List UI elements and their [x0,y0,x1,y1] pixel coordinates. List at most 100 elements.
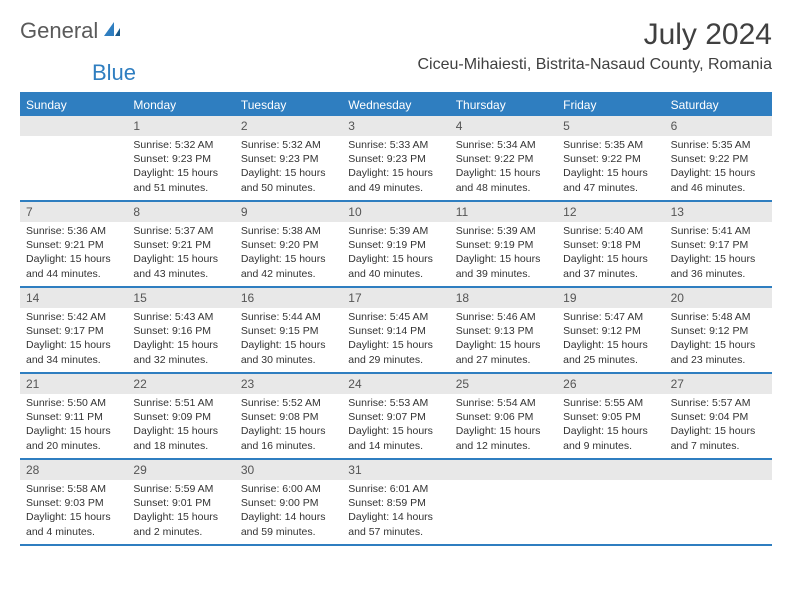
day-cell: 24Sunrise: 5:53 AMSunset: 9:07 PMDayligh… [342,374,449,458]
calendar: SundayMondayTuesdayWednesdayThursdayFrid… [20,92,772,546]
day-body: Sunrise: 5:35 AMSunset: 9:22 PMDaylight:… [557,136,664,199]
day-number: 16 [235,288,342,308]
day-body: Sunrise: 5:53 AMSunset: 9:07 PMDaylight:… [342,394,449,457]
logo-text-blue: Blue [92,60,136,85]
sunrise-line: Sunrise: 5:39 AM [456,224,551,238]
daylight-line: Daylight: 15 hours and 18 minutes. [133,424,228,452]
week-row: 1Sunrise: 5:32 AMSunset: 9:23 PMDaylight… [20,116,772,202]
daylight-line: Daylight: 15 hours and 39 minutes. [456,252,551,280]
day-number: 5 [557,116,664,136]
sunset-line: Sunset: 9:09 PM [133,410,228,424]
day-number: 22 [127,374,234,394]
day-number: 26 [557,374,664,394]
daylight-line: Daylight: 15 hours and 32 minutes. [133,338,228,366]
day-cell: 13Sunrise: 5:41 AMSunset: 9:17 PMDayligh… [665,202,772,286]
daylight-line: Daylight: 15 hours and 4 minutes. [26,510,121,538]
day-number: 10 [342,202,449,222]
sunrise-line: Sunrise: 5:51 AM [133,396,228,410]
day-cell [665,460,772,544]
day-number: 12 [557,202,664,222]
day-number [450,460,557,480]
day-body: Sunrise: 5:48 AMSunset: 9:12 PMDaylight:… [665,308,772,371]
day-number: 14 [20,288,127,308]
day-cell: 7Sunrise: 5:36 AMSunset: 9:21 PMDaylight… [20,202,127,286]
sunrise-line: Sunrise: 5:52 AM [241,396,336,410]
dow-cell: Sunday [20,94,127,116]
day-cell: 10Sunrise: 5:39 AMSunset: 9:19 PMDayligh… [342,202,449,286]
sunset-line: Sunset: 9:19 PM [456,238,551,252]
sunrise-line: Sunrise: 5:37 AM [133,224,228,238]
day-body: Sunrise: 5:37 AMSunset: 9:21 PMDaylight:… [127,222,234,285]
day-body: Sunrise: 5:42 AMSunset: 9:17 PMDaylight:… [20,308,127,371]
sunset-line: Sunset: 9:22 PM [456,152,551,166]
sunrise-line: Sunrise: 5:38 AM [241,224,336,238]
sunset-line: Sunset: 9:04 PM [671,410,766,424]
sunrise-line: Sunrise: 5:58 AM [26,482,121,496]
day-cell: 9Sunrise: 5:38 AMSunset: 9:20 PMDaylight… [235,202,342,286]
daylight-line: Daylight: 15 hours and 36 minutes. [671,252,766,280]
day-body: Sunrise: 6:01 AMSunset: 8:59 PMDaylight:… [342,480,449,543]
sunset-line: Sunset: 9:16 PM [133,324,228,338]
day-number: 6 [665,116,772,136]
day-body: Sunrise: 5:57 AMSunset: 9:04 PMDaylight:… [665,394,772,457]
sunset-line: Sunset: 9:00 PM [241,496,336,510]
day-body [557,480,664,486]
sunset-line: Sunset: 9:14 PM [348,324,443,338]
sunrise-line: Sunrise: 5:34 AM [456,138,551,152]
month-title: July 2024 [417,18,772,52]
daylight-line: Daylight: 15 hours and 40 minutes. [348,252,443,280]
day-cell: 18Sunrise: 5:46 AMSunset: 9:13 PMDayligh… [450,288,557,372]
sunset-line: Sunset: 8:59 PM [348,496,443,510]
day-body: Sunrise: 5:38 AMSunset: 9:20 PMDaylight:… [235,222,342,285]
day-number: 20 [665,288,772,308]
sunset-line: Sunset: 9:20 PM [241,238,336,252]
day-cell: 1Sunrise: 5:32 AMSunset: 9:23 PMDaylight… [127,116,234,200]
sunrise-line: Sunrise: 5:57 AM [671,396,766,410]
day-cell: 4Sunrise: 5:34 AMSunset: 9:22 PMDaylight… [450,116,557,200]
sunrise-line: Sunrise: 5:44 AM [241,310,336,324]
day-cell: 2Sunrise: 5:32 AMSunset: 9:23 PMDaylight… [235,116,342,200]
sunrise-line: Sunrise: 5:48 AM [671,310,766,324]
day-cell: 30Sunrise: 6:00 AMSunset: 9:00 PMDayligh… [235,460,342,544]
sunrise-line: Sunrise: 6:01 AM [348,482,443,496]
sunset-line: Sunset: 9:11 PM [26,410,121,424]
day-number: 2 [235,116,342,136]
sunset-line: Sunset: 9:03 PM [26,496,121,510]
day-number: 8 [127,202,234,222]
sunrise-line: Sunrise: 5:32 AM [133,138,228,152]
dow-cell: Thursday [450,94,557,116]
day-number: 7 [20,202,127,222]
day-body: Sunrise: 5:39 AMSunset: 9:19 PMDaylight:… [342,222,449,285]
day-body: Sunrise: 5:32 AMSunset: 9:23 PMDaylight:… [235,136,342,199]
sunrise-line: Sunrise: 5:53 AM [348,396,443,410]
dow-cell: Tuesday [235,94,342,116]
day-body: Sunrise: 6:00 AMSunset: 9:00 PMDaylight:… [235,480,342,543]
day-number: 11 [450,202,557,222]
week-row: 28Sunrise: 5:58 AMSunset: 9:03 PMDayligh… [20,460,772,546]
daylight-line: Daylight: 15 hours and 30 minutes. [241,338,336,366]
day-body: Sunrise: 5:35 AMSunset: 9:22 PMDaylight:… [665,136,772,199]
sunset-line: Sunset: 9:21 PM [26,238,121,252]
day-number [557,460,664,480]
daylight-line: Daylight: 15 hours and 20 minutes. [26,424,121,452]
sunset-line: Sunset: 9:13 PM [456,324,551,338]
day-body [450,480,557,486]
day-number: 21 [20,374,127,394]
day-number: 3 [342,116,449,136]
day-body [20,136,127,142]
daylight-line: Daylight: 15 hours and 42 minutes. [241,252,336,280]
day-cell: 3Sunrise: 5:33 AMSunset: 9:23 PMDaylight… [342,116,449,200]
day-body: Sunrise: 5:34 AMSunset: 9:22 PMDaylight:… [450,136,557,199]
sunrise-line: Sunrise: 5:54 AM [456,396,551,410]
day-number: 24 [342,374,449,394]
sunset-line: Sunset: 9:17 PM [671,238,766,252]
day-body: Sunrise: 5:33 AMSunset: 9:23 PMDaylight:… [342,136,449,199]
daylight-line: Daylight: 15 hours and 49 minutes. [348,166,443,194]
day-body: Sunrise: 5:43 AMSunset: 9:16 PMDaylight:… [127,308,234,371]
day-cell: 21Sunrise: 5:50 AMSunset: 9:11 PMDayligh… [20,374,127,458]
day-number: 13 [665,202,772,222]
day-number: 28 [20,460,127,480]
sunrise-line: Sunrise: 5:40 AM [563,224,658,238]
sunset-line: Sunset: 9:23 PM [133,152,228,166]
daylight-line: Daylight: 14 hours and 57 minutes. [348,510,443,538]
